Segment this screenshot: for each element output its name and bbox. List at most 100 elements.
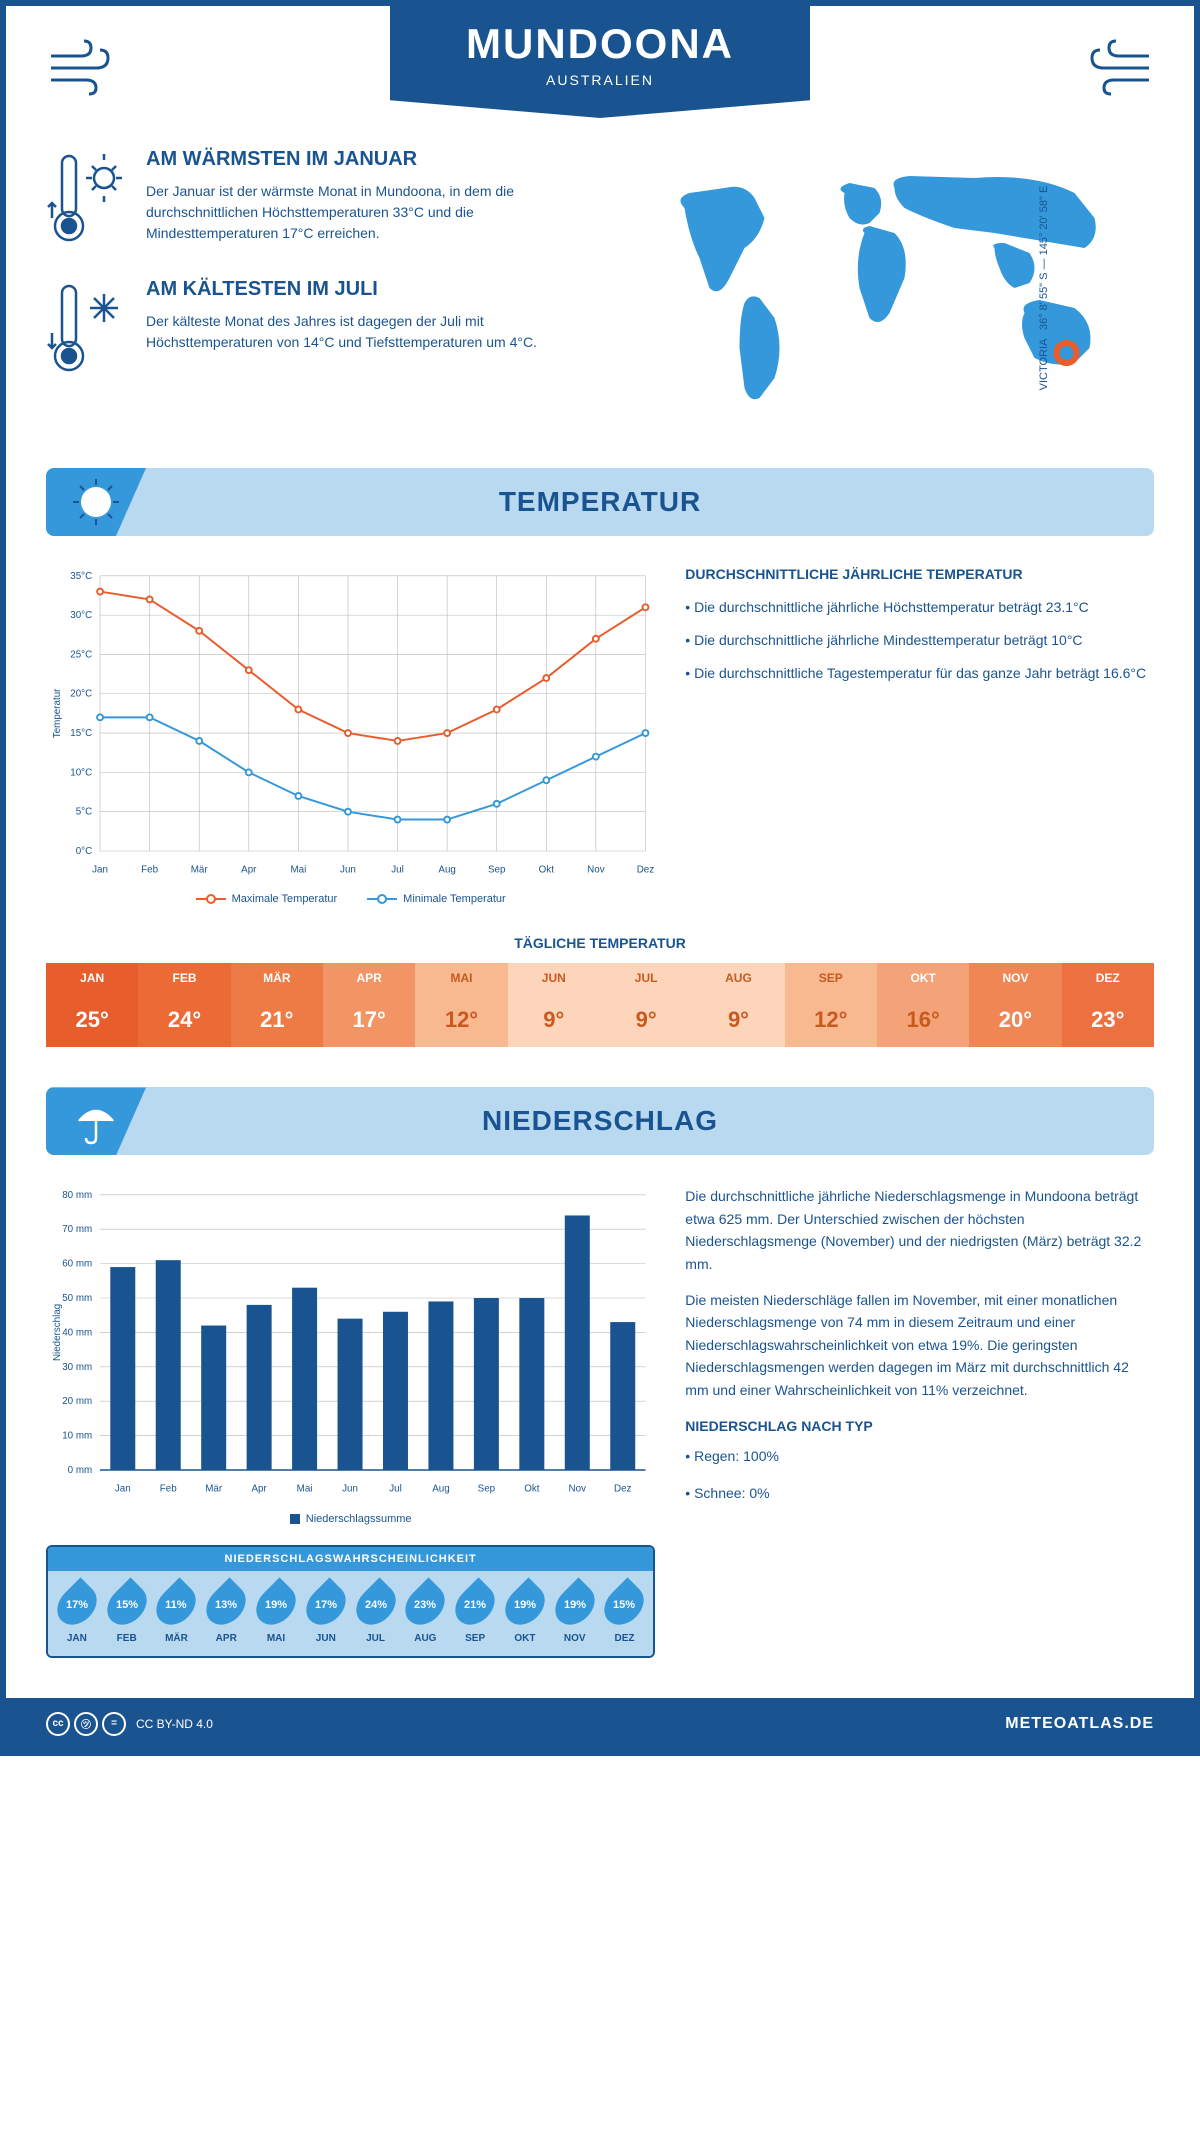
prob-cell: 17% JAN: [52, 1583, 102, 1644]
daily-cell: DEZ 23°: [1062, 963, 1154, 1047]
raindrop-icon: 24%: [348, 1577, 403, 1632]
daily-cell: OKT 16°: [877, 963, 969, 1047]
svg-text:0 mm: 0 mm: [68, 1465, 93, 1476]
svg-text:15°C: 15°C: [70, 728, 92, 739]
page-container: MUNDOONA AUSTRALIEN AM WÄRMSTEN IM JANUA…: [0, 0, 1200, 1756]
raindrop-icon: 19%: [248, 1577, 303, 1632]
prob-cell: 21% SEP: [450, 1583, 500, 1644]
svg-text:40 mm: 40 mm: [62, 1328, 92, 1339]
warmest-text: Der Januar ist der wärmste Monat in Mund…: [146, 181, 585, 244]
daily-temp-table: JAN 25° FEB 24° MÄR 21° APR 17° MAI 12° …: [46, 963, 1154, 1047]
svg-text:Dez: Dez: [614, 1484, 632, 1495]
svg-text:Sep: Sep: [478, 1484, 496, 1495]
legend-max: Maximale Temperatur: [196, 893, 338, 905]
svg-text:Jun: Jun: [342, 1484, 358, 1495]
svg-text:Mär: Mär: [205, 1484, 223, 1495]
prob-cell: 23% AUG: [400, 1583, 450, 1644]
precip-legend: Niederschlagssumme: [46, 1513, 655, 1525]
svg-text:Jun: Jun: [340, 865, 356, 876]
prob-cell: 13% APR: [201, 1583, 251, 1644]
page-title: MUNDOONA: [430, 20, 770, 68]
prob-cell: 15% FEB: [102, 1583, 152, 1644]
svg-text:Feb: Feb: [160, 1484, 177, 1495]
intro-section: AM WÄRMSTEN IM JANUAR Der Januar ist der…: [46, 148, 1154, 428]
raindrop-icon: 15%: [597, 1577, 652, 1632]
prob-cell: 19% MAI: [251, 1583, 301, 1644]
thermometer-cold-icon: [46, 278, 126, 378]
world-map: [615, 148, 1154, 428]
svg-text:5°C: 5°C: [76, 807, 92, 818]
prob-cell: 15% DEZ: [600, 1583, 650, 1644]
license-text: CC BY-ND 4.0: [136, 1717, 213, 1731]
raindrop-icon: 23%: [398, 1577, 453, 1632]
temperature-header: TEMPERATUR: [46, 468, 1154, 536]
temperature-chart: 0°C5°C10°C15°C20°C25°C30°C35°CJanFebMärA…: [46, 566, 655, 905]
coldest-title: AM KÄLTESTEN IM JULI: [146, 278, 585, 301]
precipitation-title: NIEDERSCHLAG: [64, 1105, 1136, 1137]
svg-text:10°C: 10°C: [70, 767, 92, 778]
precipitation-chart: 0 mm10 mm20 mm30 mm40 mm50 mm60 mm70 mm8…: [46, 1185, 655, 1524]
svg-text:Nov: Nov: [569, 1484, 587, 1495]
daily-cell: NOV 20°: [969, 963, 1061, 1047]
coldest-text: Der kälteste Monat des Jahres ist dagege…: [146, 311, 585, 353]
daily-cell: SEP 12°: [785, 963, 877, 1047]
svg-text:25°C: 25°C: [70, 649, 92, 660]
legend-min: Minimale Temperatur: [367, 893, 506, 905]
precipitation-text: Die durchschnittliche jährliche Niedersc…: [685, 1185, 1154, 1657]
wind-icon-right: [1084, 36, 1154, 108]
prob-cell: 24% JUL: [351, 1583, 401, 1644]
coldest-block: AM KÄLTESTEN IM JULI Der kälteste Monat …: [46, 278, 585, 378]
warmest-title: AM WÄRMSTEN IM JANUAR: [146, 148, 585, 171]
prob-cell: 17% JUN: [301, 1583, 351, 1644]
svg-text:Okt: Okt: [539, 865, 555, 876]
svg-text:Temperatur: Temperatur: [52, 688, 63, 738]
raindrop-icon: 19%: [497, 1577, 552, 1632]
coordinates: VICTORIA 36° 8' 55" S — 145° 20' 58" E: [1038, 158, 1050, 418]
prob-cell: 19% OKT: [500, 1583, 550, 1644]
svg-text:Mai: Mai: [290, 865, 306, 876]
daily-temp-title: TÄGLICHE TEMPERATUR: [46, 935, 1154, 951]
svg-text:30 mm: 30 mm: [62, 1362, 92, 1373]
daily-cell: MÄR 21°: [231, 963, 323, 1047]
daily-cell: APR 17°: [323, 963, 415, 1047]
svg-text:Okt: Okt: [524, 1484, 540, 1495]
raindrop-icon: 11%: [149, 1577, 204, 1632]
prob-cell: 11% MÄR: [152, 1583, 202, 1644]
raindrop-icon: 15%: [99, 1577, 154, 1632]
raindrop-icon: 21%: [448, 1577, 503, 1632]
daily-cell: JAN 25°: [46, 963, 138, 1047]
daily-cell: JUL 9°: [600, 963, 692, 1047]
page-subtitle: AUSTRALIEN: [430, 72, 770, 88]
svg-text:Sep: Sep: [488, 865, 506, 876]
svg-text:70 mm: 70 mm: [62, 1225, 92, 1236]
svg-text:Aug: Aug: [438, 865, 455, 876]
svg-text:20°C: 20°C: [70, 689, 92, 700]
svg-text:Apr: Apr: [241, 865, 257, 876]
daily-cell: MAI 12°: [415, 963, 507, 1047]
svg-text:Jul: Jul: [389, 1484, 402, 1495]
temperature-info: DURCHSCHNITTLICHE JÄHRLICHE TEMPERATUR •…: [685, 566, 1154, 905]
temperature-title: TEMPERATUR: [64, 486, 1136, 518]
daily-cell: JUN 9°: [508, 963, 600, 1047]
prob-cell: 19% NOV: [550, 1583, 600, 1644]
svg-text:Nov: Nov: [587, 865, 605, 876]
svg-text:Dez: Dez: [637, 865, 655, 876]
footer: cc㋡= CC BY-ND 4.0 METEOATLAS.DE: [6, 1698, 1194, 1750]
daily-cell: AUG 9°: [692, 963, 784, 1047]
raindrop-icon: 13%: [199, 1577, 254, 1632]
svg-text:Jul: Jul: [391, 865, 404, 876]
svg-text:Aug: Aug: [432, 1484, 449, 1495]
raindrop-icon: 19%: [547, 1577, 602, 1632]
header-banner: MUNDOONA AUSTRALIEN: [390, 0, 810, 118]
svg-text:35°C: 35°C: [70, 571, 92, 582]
svg-text:50 mm: 50 mm: [62, 1293, 92, 1304]
precipitation-header: NIEDERSCHLAG: [46, 1087, 1154, 1155]
warmest-block: AM WÄRMSTEN IM JANUAR Der Januar ist der…: [46, 148, 585, 248]
svg-text:20 mm: 20 mm: [62, 1397, 92, 1408]
svg-text:10 mm: 10 mm: [62, 1431, 92, 1442]
daily-cell: FEB 24°: [138, 963, 230, 1047]
svg-text:Apr: Apr: [251, 1484, 267, 1495]
umbrella-icon: [46, 1087, 146, 1155]
probability-box: NIEDERSCHLAGSWAHRSCHEINLICHKEIT 17% JAN …: [46, 1545, 655, 1658]
svg-text:Jan: Jan: [92, 865, 108, 876]
